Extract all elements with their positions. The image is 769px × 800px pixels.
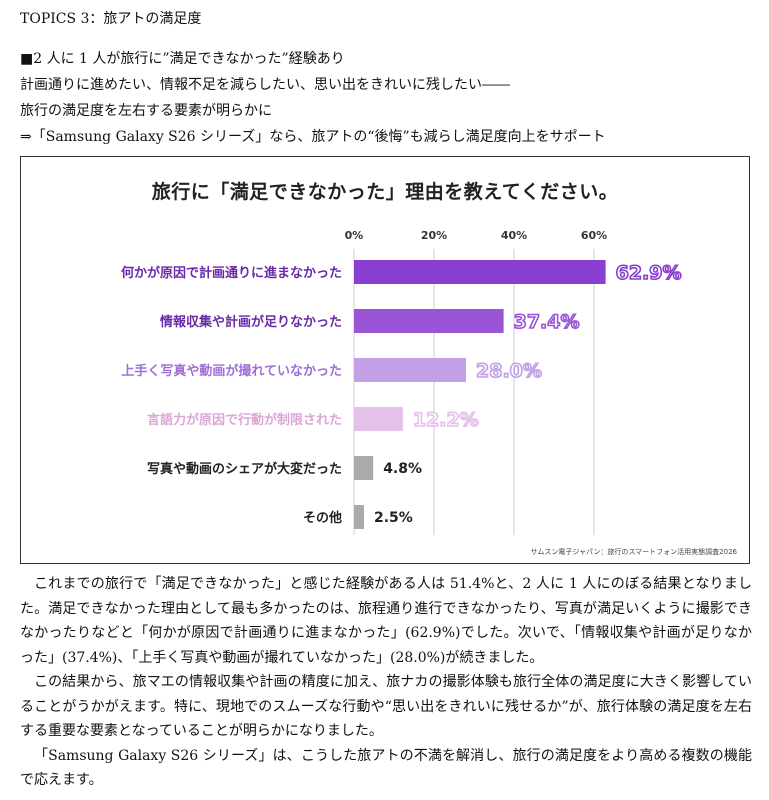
lead-line-1: ■2 人に 1 人が旅行に”満足できなかった”経験あり xyxy=(20,51,345,67)
body-paragraph-3: 「Samsung Galaxy S26 シリーズ」は、こうした旅アトの不満を解消… xyxy=(20,747,752,789)
x-tick-label-3: 60% xyxy=(581,229,607,242)
chart-title: 旅行に「満足できなかった」理由を教えてください。 xyxy=(151,181,619,203)
lead-line-2: 計画通りに進めたい、情報不足を減らしたい、思い出をきれいに残したい―― xyxy=(20,77,510,93)
category-label-3: 言語力が原因で行動が制限された xyxy=(147,412,342,428)
bar-1 xyxy=(354,309,504,333)
value-label-2: 28.0% xyxy=(476,360,542,382)
topic-heading: TOPICS 3：旅アトの満足度 xyxy=(20,11,202,27)
lead-line-4: ⇒「Samsung Galaxy S26 シリーズ」なら、旅アトの“後悔”も減ら… xyxy=(20,129,606,145)
body-paragraph-1: これまでの旅行で「満足できなかった」と感じた経験がある人は 51.4%と、2 人… xyxy=(20,576,752,666)
value-label-4: 4.8% xyxy=(383,461,422,477)
category-label-5: その他 xyxy=(303,510,342,526)
bar-0 xyxy=(354,260,606,284)
bar-chart-svg: 0% 20% 40% 60% 何かが原因で計画通りに進まなかった 62.9% 情報収集や計画… xyxy=(121,229,682,535)
bar-5 xyxy=(354,505,364,529)
value-label-3: 12.2% xyxy=(413,409,479,431)
x-tick-label-2: 40% xyxy=(501,229,527,242)
chart-source: サムスン電子ジャパン：旅行のスマートフォン活用実態調査2026 xyxy=(530,548,737,556)
lead-line-3: 旅行の満足度を左右する要素が明らかに xyxy=(20,103,272,119)
category-label-2: 上手く写真や動画が撮れていなかった xyxy=(121,363,342,379)
bar-4 xyxy=(354,456,374,480)
category-label-0: 何かが原因で計画通りに進まなかった xyxy=(121,265,342,281)
bar-3 xyxy=(354,407,403,431)
category-label-4: 写真や動画のシェアが大変だった xyxy=(147,461,342,477)
x-tick-label-1: 20% xyxy=(421,229,447,242)
value-label-0: 62.9% xyxy=(616,262,682,284)
value-label-1: 37.4% xyxy=(514,311,580,333)
survey-chart: 旅行に「満足できなかった」理由を教えてください。 0% 20% 40% 60% 何かが原… xyxy=(20,156,750,564)
category-label-1: 情報収集や計画が足りなかった xyxy=(160,314,342,330)
value-label-5: 2.5% xyxy=(374,510,413,526)
bar-2 xyxy=(354,358,466,382)
x-tick-label-0: 0% xyxy=(345,229,364,242)
body-text: これまでの旅行で「満足できなかった」と感じた経験がある人は 51.4%と、2 人… xyxy=(20,572,752,793)
body-paragraph-2: この結果から、旅マエの情報収集や計画の精度に加え、旅ナカの撮影体験も旅行全体の満… xyxy=(20,674,752,739)
